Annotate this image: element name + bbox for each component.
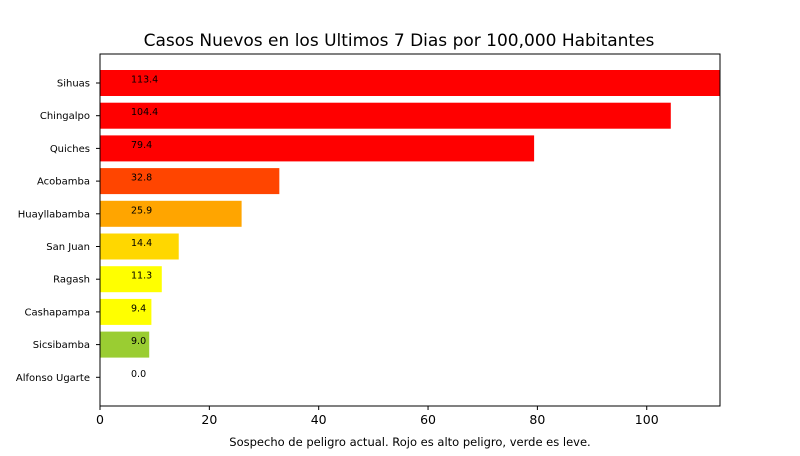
bar-san-juan: [100, 233, 179, 260]
category-label: Alfonso Ugarte: [16, 373, 90, 384]
data-label: 9.4: [131, 303, 146, 314]
data-label: 79.4: [131, 140, 152, 151]
category-label: Huayllabamba: [18, 209, 90, 220]
x-tick-label: 40: [311, 412, 327, 427]
data-label: 113.4: [131, 75, 158, 86]
category-label: San Juan: [46, 242, 90, 253]
data-label: 32.8: [131, 173, 152, 184]
bars-group: [100, 70, 720, 358]
category-label: Chingalpo: [40, 111, 90, 122]
category-label: Cashapampa: [25, 307, 90, 318]
data-label: 9.0: [131, 336, 146, 347]
bar-acobamba: [100, 168, 280, 195]
data-label: 11.3: [131, 271, 152, 282]
bar-sicsibamba: [100, 331, 150, 358]
data-label: 25.9: [131, 205, 152, 216]
category-label: Ragash: [53, 275, 90, 286]
category-label: Quiches: [50, 144, 90, 155]
x-tick-label: 80: [529, 412, 545, 427]
bar-chingalpo: [100, 102, 671, 129]
bar-ragash: [100, 266, 162, 293]
x-axis-label: Sospecho de peligro actual. Rojo es alto…: [229, 435, 590, 449]
category-label: Acobamba: [37, 177, 90, 188]
data-label: 104.4: [131, 107, 158, 118]
chart-title: Casos Nuevos en los Ultimos 7 Dias por 1…: [144, 31, 655, 51]
data-label: 0.0: [131, 369, 146, 380]
x-tick-label: 100: [635, 412, 659, 427]
x-tick-label: 20: [201, 412, 217, 427]
category-labels: Sihuas Chingalpo Quiches Acobamba Huayllabam…: [16, 79, 100, 384]
category-label: Sicsibamba: [33, 340, 90, 351]
bar-sihuas: [100, 70, 720, 96]
x-tick-label: 60: [420, 412, 436, 427]
x-tick-label: 0: [96, 412, 104, 427]
bar-quiches: [100, 135, 535, 162]
plot-frame: [99, 53, 721, 407]
x-axis: 0 20 40 60 80 100: [96, 406, 659, 427]
data-label: 14.4: [131, 238, 152, 249]
value-labels: 113.4 104.4 79.4 32.8 25.9 14.4 11.3 9.4 9.0 0.0: [131, 75, 158, 380]
bar-cashapampa: [100, 298, 152, 325]
bar-huayllabamba: [100, 200, 242, 227]
category-label: Sihuas: [57, 79, 90, 90]
